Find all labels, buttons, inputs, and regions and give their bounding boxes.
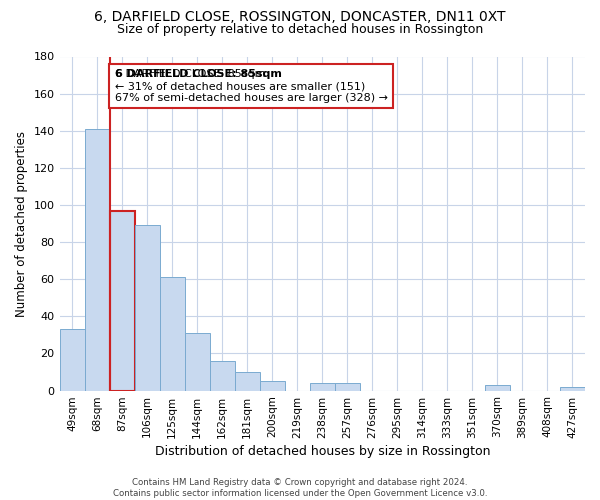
- Bar: [260, 382, 285, 390]
- X-axis label: Distribution of detached houses by size in Rossington: Distribution of detached houses by size …: [155, 444, 490, 458]
- Text: 6 DARFIELD CLOSE: 85sqm: 6 DARFIELD CLOSE: 85sqm: [115, 70, 281, 80]
- Y-axis label: Number of detached properties: Number of detached properties: [15, 130, 28, 316]
- Text: 6, DARFIELD CLOSE, ROSSINGTON, DONCASTER, DN11 0XT: 6, DARFIELD CLOSE, ROSSINGTON, DONCASTER…: [94, 10, 506, 24]
- Bar: [560, 387, 585, 390]
- Text: Contains HM Land Registry data © Crown copyright and database right 2024.
Contai: Contains HM Land Registry data © Crown c…: [113, 478, 487, 498]
- Bar: [209, 361, 235, 390]
- Bar: [335, 383, 360, 390]
- Bar: [59, 330, 85, 390]
- Bar: [185, 333, 209, 390]
- Text: Size of property relative to detached houses in Rossington: Size of property relative to detached ho…: [117, 22, 483, 36]
- Bar: [85, 129, 110, 390]
- Bar: [110, 210, 134, 390]
- Bar: [160, 278, 185, 390]
- Bar: [235, 372, 260, 390]
- Bar: [310, 383, 335, 390]
- Text: 6 DARFIELD CLOSE: 85sqm
← 31% of detached houses are smaller (151)
67% of semi-d: 6 DARFIELD CLOSE: 85sqm ← 31% of detache…: [115, 70, 388, 102]
- Bar: [485, 385, 510, 390]
- Bar: [134, 226, 160, 390]
